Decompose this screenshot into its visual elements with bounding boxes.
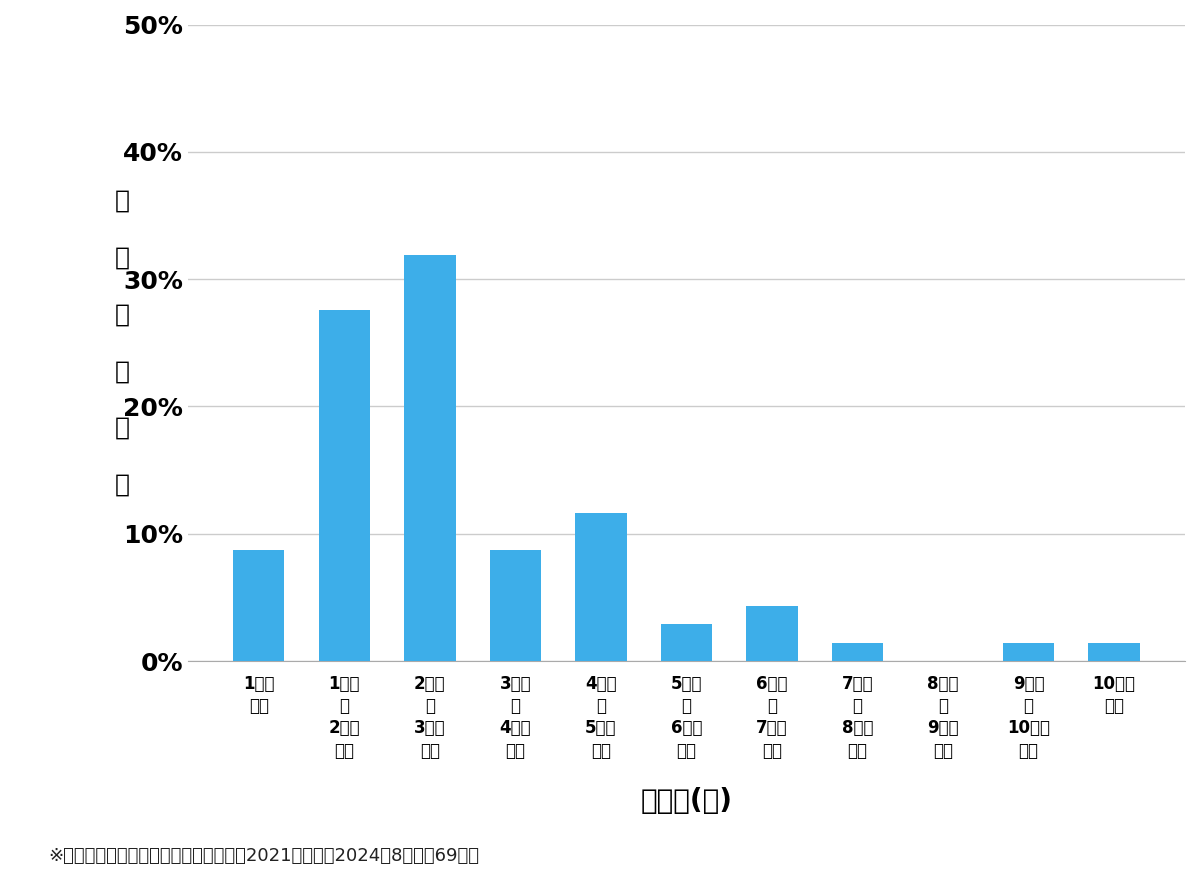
- Bar: [1088, 642, 1140, 661]
- Bar: [490, 551, 541, 661]
- Text: 格: 格: [114, 246, 130, 269]
- Bar: [404, 255, 456, 661]
- Text: ※弊社受付の案件を対象に集計（期間：2021年１月～2024年8月、よ69件）: ※弊社受付の案件を対象に集計（期間：2021年１月～2024年8月、よ69件）: [48, 847, 479, 865]
- X-axis label: 価格帯(円): 価格帯(円): [641, 787, 732, 815]
- Bar: [661, 624, 712, 661]
- Bar: [575, 513, 626, 661]
- Text: 帯: 帯: [114, 302, 130, 326]
- Bar: [319, 310, 370, 661]
- Text: の: の: [114, 359, 130, 383]
- Text: 割: 割: [114, 416, 130, 440]
- Text: 価: 価: [114, 189, 130, 212]
- Bar: [746, 606, 798, 661]
- Bar: [1003, 642, 1054, 661]
- Text: 合: 合: [114, 473, 130, 496]
- Bar: [832, 642, 883, 661]
- Bar: [233, 551, 284, 661]
